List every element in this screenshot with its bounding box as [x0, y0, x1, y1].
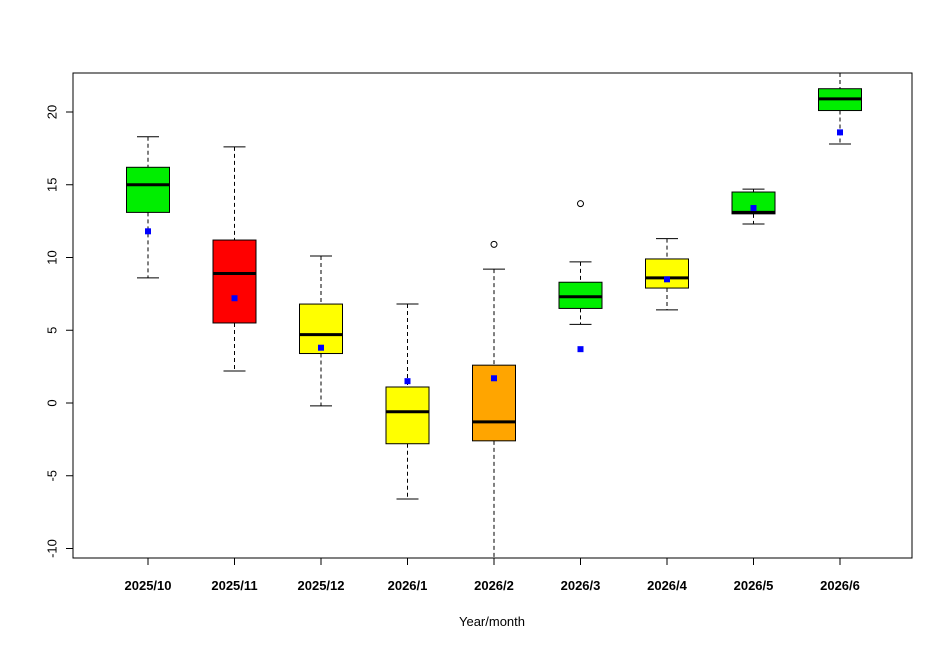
plot-content — [126, 73, 862, 558]
y-tick-label: -10 — [45, 539, 60, 558]
box-2026-1 — [385, 303, 430, 500]
y-tick-label: 15 — [45, 178, 60, 192]
box-body — [385, 386, 430, 445]
box-2026-4 — [645, 238, 689, 311]
x-tick-label: 2026/3 — [561, 578, 601, 593]
box-2026-2 — [472, 240, 516, 558]
mean-marker — [750, 205, 757, 212]
x-tick-label: 2026/1 — [388, 578, 428, 593]
plot-frame — [72, 72, 913, 559]
box-body — [212, 239, 257, 324]
box-2026-5 — [731, 188, 776, 225]
mean-marker — [318, 344, 324, 351]
mean-marker — [577, 346, 584, 353]
x-tick-label: 2026/4 — [647, 578, 688, 593]
y-tick-label: 0 — [45, 399, 60, 406]
box-2026-6 — [818, 73, 862, 145]
mean-marker — [491, 375, 497, 382]
y-axis: -10 -5 0 5 10 15 20 — [45, 105, 74, 558]
box-2025-11 — [212, 146, 257, 372]
x-tick-label: 2025/10 — [125, 578, 172, 593]
box-2025-12 — [299, 255, 343, 407]
y-tick-label: -5 — [45, 470, 60, 482]
outlier-point — [490, 240, 498, 248]
y-tick-label: 5 — [45, 327, 60, 334]
mean-marker — [837, 129, 843, 136]
mean-marker — [231, 295, 238, 302]
x-tick-label: 2025/11 — [211, 578, 257, 593]
x-axis-title: Year/month — [459, 614, 525, 629]
box-2026-3 — [558, 200, 603, 353]
mean-marker — [145, 228, 151, 235]
box-2025-10 — [126, 136, 170, 279]
x-tick-label: 2025/12 — [298, 578, 345, 593]
y-tick-label: 10 — [45, 250, 60, 264]
x-tick-label: 2026/2 — [474, 578, 514, 593]
box-body — [126, 166, 170, 213]
x-tick-label: 2026/5 — [734, 578, 774, 593]
y-tick-label: 20 — [45, 105, 60, 119]
outlier-point — [577, 200, 584, 208]
box-body — [645, 258, 689, 289]
mean-marker — [664, 276, 670, 283]
mean-marker — [404, 378, 411, 385]
x-tick-label: 2026/6 — [820, 578, 860, 593]
x-axis: 2025/10 2025/11 2025/12 2026/1 2026/2 2026/3 2… — [125, 557, 860, 593]
